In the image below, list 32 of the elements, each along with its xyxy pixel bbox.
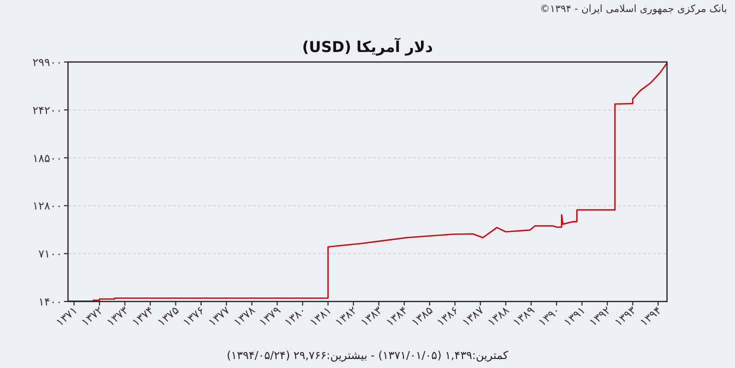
x-tick-label: ۱۳۸۴	[384, 304, 410, 329]
line-series	[68, 62, 668, 302]
x-tick-label: ۱۳۷۵	[155, 304, 182, 329]
x-tick-label: ۱۳۸۰	[282, 304, 309, 329]
x-tick-label: ۱۳۹۰	[536, 304, 562, 329]
x-tick-label: ۱۳۷۲	[78, 304, 106, 329]
x-tick-label: ۱۳۷۶	[180, 304, 207, 329]
x-tick-label: ۱۳۸۷	[460, 304, 486, 329]
chart-title: دلار آمریکا (USD)	[302, 37, 434, 56]
text: کمترین:۱,۴۳۹ (۱۳۷۱/۰۱/۰۵) - بیشترین:۲۹,۷۶۶ (۱۳۹۴/۰۵/۲۴)	[226, 349, 510, 362]
x-tick-label: ۱۳۸۱	[307, 304, 334, 329]
x-tick-label: ۱۳۹۲	[586, 304, 614, 329]
x-tick-label: ۱۳۷۳	[104, 304, 131, 329]
y-tick-label: ۲۴۲۰۰	[32, 104, 62, 117]
y-tick-label: ۲۹۹۰۰	[32, 56, 62, 69]
y-tick-label: ۱۲۸۰۰	[32, 200, 62, 213]
x-tick-label: ۱۳۸۳	[358, 304, 385, 329]
x-tick-label: ۱۳۷۹	[256, 304, 284, 329]
y-tick-label: ۷۱۰۰	[38, 248, 62, 261]
x-tick-label: ۱۳۸۲	[332, 304, 360, 329]
y-tick-label: ۱۸۵۰۰	[32, 152, 62, 165]
x-tick-label: ۱۳۹۱	[561, 304, 588, 329]
x-tick-label: ۱۳۸۸	[485, 304, 512, 329]
x-tick-label: ۱۳۷۴	[130, 304, 156, 329]
x-tick-label: ۱۳۷۷	[206, 304, 232, 329]
x-tick-label: ۱۳۸۶	[434, 304, 461, 329]
x-tick-label: ۱۳۸۹	[510, 304, 538, 329]
text: بانک مرکزی جمهوری اسلامی ایران - ۱۳۹۴©	[540, 4, 727, 15]
x-tick-label: ۱۳۹۴	[638, 304, 664, 329]
x-tick-label: ۱۳۹۳	[612, 304, 639, 329]
x-tick-label: ۱۳۸۵	[409, 304, 436, 329]
x-tick-label: ۱۳۷۸	[231, 304, 258, 329]
